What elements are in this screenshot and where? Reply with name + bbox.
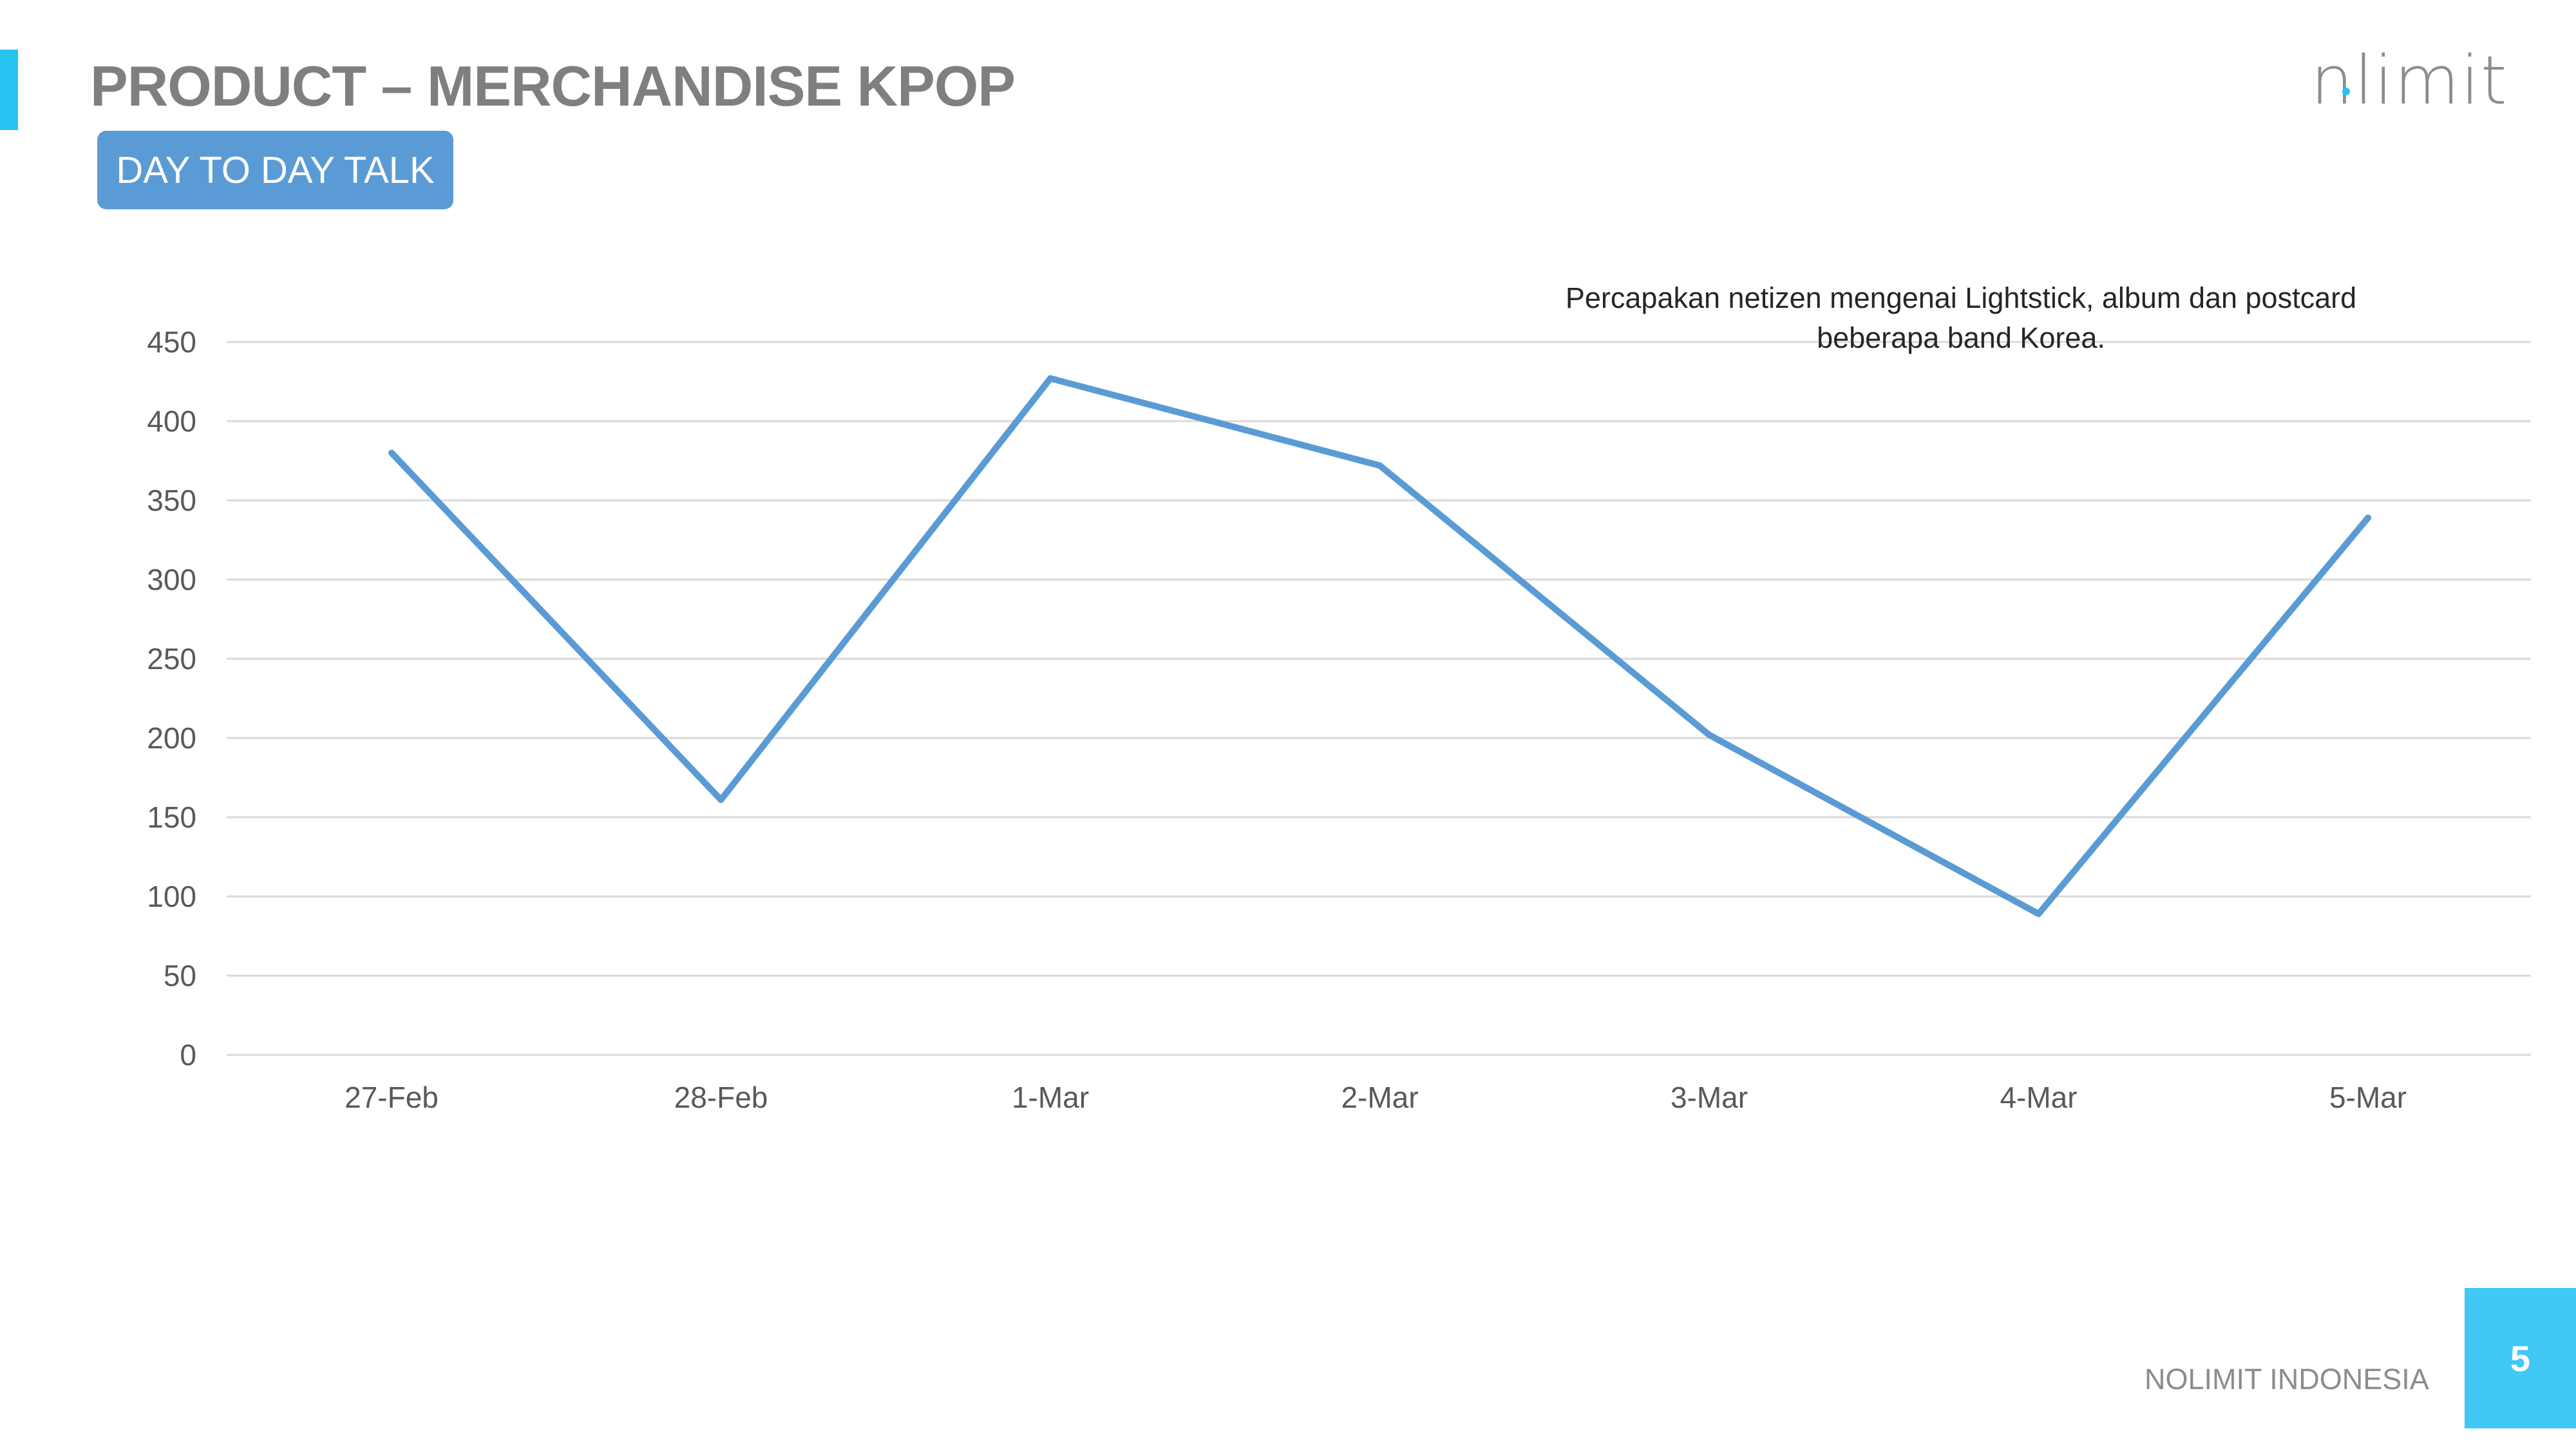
data-point-0-5 bbox=[2035, 911, 2042, 918]
y-tick-label-5: 250 bbox=[147, 642, 196, 676]
y-tick-label-0: 0 bbox=[180, 1038, 196, 1072]
x-tick-label-1: 28-Feb bbox=[674, 1081, 768, 1114]
data-point-0-2 bbox=[1047, 375, 1054, 382]
x-tick-label-4: 3-Mar bbox=[1671, 1081, 1748, 1114]
y-tick-label-8: 400 bbox=[147, 404, 196, 438]
x-tick-label-0: 27-Feb bbox=[345, 1081, 439, 1114]
y-tick-label-7: 350 bbox=[147, 484, 196, 517]
data-point-0-0 bbox=[388, 450, 395, 457]
gridlines bbox=[227, 341, 2531, 1056]
x-tick-label-2: 1-Mar bbox=[1012, 1081, 1089, 1114]
y-tick-label-9: 450 bbox=[147, 325, 196, 359]
y-tick-label-2: 100 bbox=[147, 880, 196, 913]
series bbox=[388, 375, 2371, 918]
data-point-0-4 bbox=[1706, 732, 1712, 739]
section-tag-label: DAY TO DAY TALK bbox=[116, 149, 435, 191]
y-tick-label-3: 150 bbox=[147, 800, 196, 834]
data-point-0-3 bbox=[1376, 462, 1383, 469]
page-number-box: 5 bbox=[2465, 1288, 2576, 1428]
y-tick-label-1: 50 bbox=[164, 959, 196, 992]
y-tick-label-6: 300 bbox=[147, 563, 196, 596]
chart-annotation: Percapakan netizen mengenai Lightstick, … bbox=[1565, 281, 2357, 354]
y-tick-label-4: 200 bbox=[147, 721, 196, 755]
x-tick-label-5: 4-Mar bbox=[2000, 1081, 2077, 1114]
data-point-0-1 bbox=[717, 796, 724, 803]
page-number: 5 bbox=[2510, 1338, 2531, 1379]
x-tick-label-6: 5-Mar bbox=[2329, 1081, 2407, 1114]
logo-dot bbox=[2342, 88, 2350, 95]
series-line-0 bbox=[388, 375, 2371, 918]
x-tick-label-3: 2-Mar bbox=[1341, 1081, 1418, 1114]
footer-company: NOLIMIT INDONESIA bbox=[2145, 1363, 2429, 1396]
section-tag: DAY TO DAY TALK bbox=[97, 131, 453, 209]
x-axis-ticks: 27-Feb 28-Feb 1-Mar 2-Mar 3-Mar 4-Mar 5-Mar bbox=[345, 1081, 2407, 1114]
page-title: PRODUCT – MERCHANDISE KPOP bbox=[90, 54, 1016, 118]
y-axis-ticks: 0 50 100 150 200 250 300 350 400 450 bbox=[147, 325, 196, 1072]
data-point-0-6 bbox=[2365, 515, 2371, 522]
accent-bar bbox=[0, 50, 18, 130]
